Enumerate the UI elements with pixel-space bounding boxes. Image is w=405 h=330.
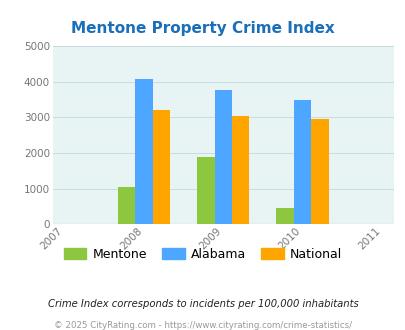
Bar (311, 119, 328, 224)
Bar (117, 187, 135, 224)
Legend: Mentone, Alabama, National: Mentone, Alabama, National (59, 243, 346, 266)
Text: © 2025 CityRating.com - https://www.cityrating.com/crime-statistics/: © 2025 CityRating.com - https://www.city… (54, 321, 351, 330)
Bar (152, 110, 170, 224)
Bar (197, 157, 214, 224)
Bar (135, 79, 152, 224)
Bar (214, 90, 231, 224)
Bar (276, 208, 293, 224)
Bar (293, 100, 311, 224)
Text: Crime Index corresponds to incidents per 100,000 inhabitants: Crime Index corresponds to incidents per… (47, 299, 358, 309)
Bar (231, 116, 249, 224)
Text: Mentone Property Crime Index: Mentone Property Crime Index (71, 21, 334, 36)
